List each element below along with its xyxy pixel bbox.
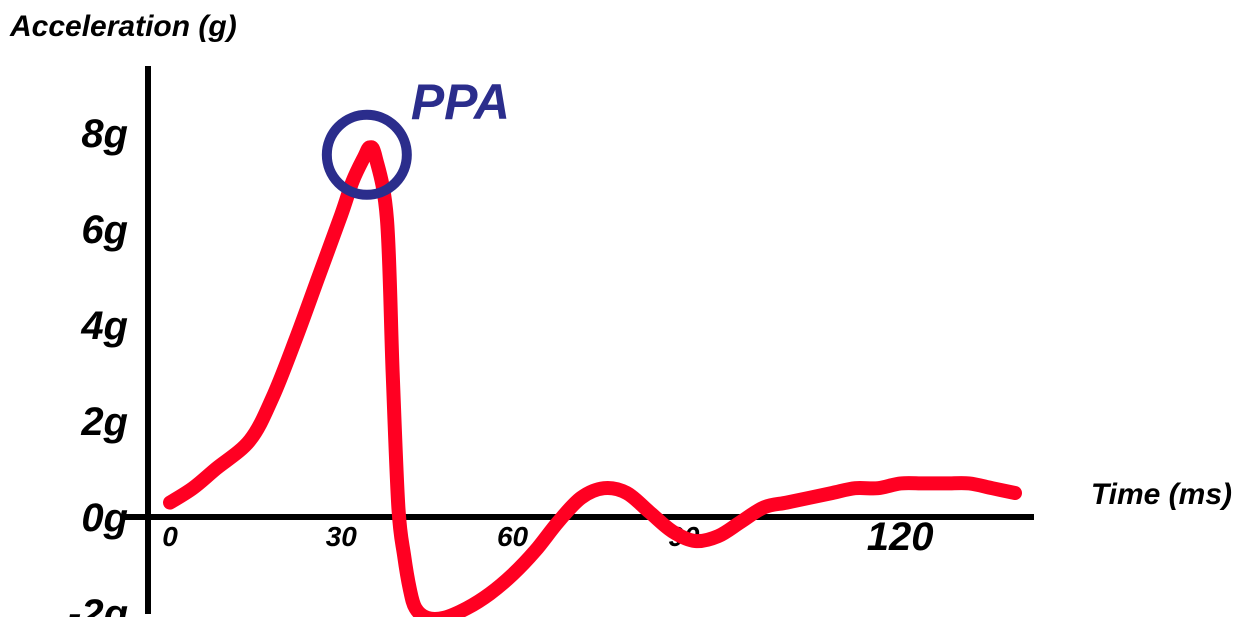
y-tick-label: 8g [81,112,128,156]
series-group [163,140,1022,617]
peak-annotation-label: PPA [411,74,510,130]
acceleration-series-line [163,140,1022,617]
y-tick-label: 0g [81,496,128,540]
annotations: PPA [321,74,510,200]
y-tick-label: 6g [81,208,128,252]
y-tick-label: 2g [80,400,128,444]
y-tick-label: -2g [68,592,128,617]
y-axis-title: Acceleration (g) [9,10,237,43]
peak-marker-circle [321,109,412,200]
y-tick-label: 4g [80,304,128,348]
x-tick-label: 60 [497,521,529,552]
x-tick-label: 120 [867,515,934,559]
x-tick-label: 0 [162,521,178,552]
x-tick-label: 30 [326,521,358,552]
y-tick-labels: 8g 6g 4g 2g 0g -2g [68,112,128,617]
x-axis-title: Time (ms) [1091,478,1232,511]
